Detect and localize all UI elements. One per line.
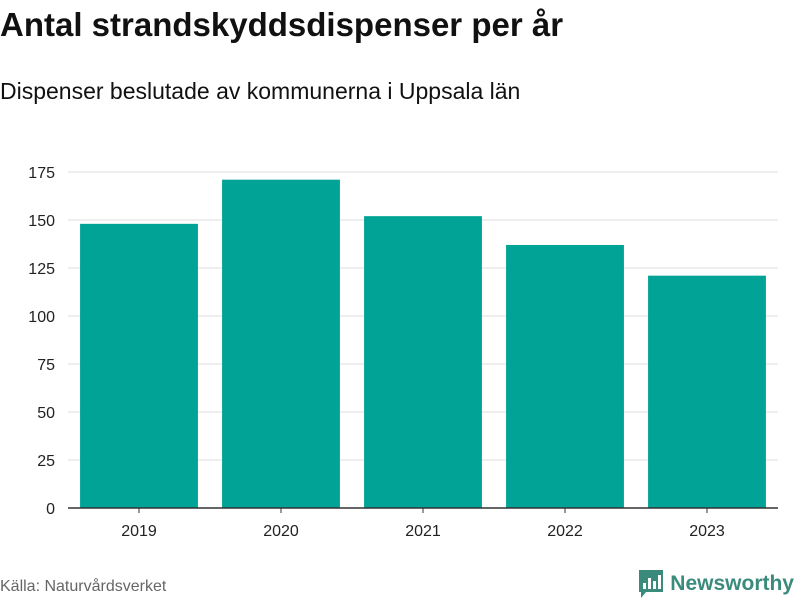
bar-2020 — [222, 179, 340, 508]
source-note: Källa: Naturvårdsverket — [0, 578, 167, 595]
chart-title: Antal strandskyddsdispenser per år — [0, 6, 564, 43]
bar-2022 — [506, 244, 624, 508]
brand-logo: Newsworthy — [638, 569, 794, 599]
x-tick-label: 2022 — [547, 523, 583, 540]
x-tick-label: 2021 — [405, 523, 441, 540]
y-tick-label: 125 — [28, 261, 55, 278]
y-tick-label: 150 — [28, 213, 55, 230]
bar-2019 — [80, 223, 198, 508]
y-tick-label: 50 — [37, 405, 55, 422]
bar-2021 — [364, 216, 482, 508]
y-tick-label: 25 — [37, 453, 55, 470]
bar-chart-flag-icon — [639, 570, 664, 598]
y-tick-label: 100 — [28, 309, 55, 326]
brand-name: Newsworthy — [670, 572, 794, 595]
x-tick-label: 2020 — [263, 523, 299, 540]
y-tick-label: 75 — [37, 357, 55, 374]
y-tick-label: 175 — [28, 165, 55, 182]
bar-2023 — [648, 275, 766, 508]
x-tick-label: 2023 — [689, 523, 725, 540]
x-tick-label: 2019 — [121, 523, 157, 540]
y-tick-label: 0 — [46, 501, 55, 518]
chart-subtitle: Dispenser beslutade av kommunerna i Upps… — [0, 78, 521, 104]
